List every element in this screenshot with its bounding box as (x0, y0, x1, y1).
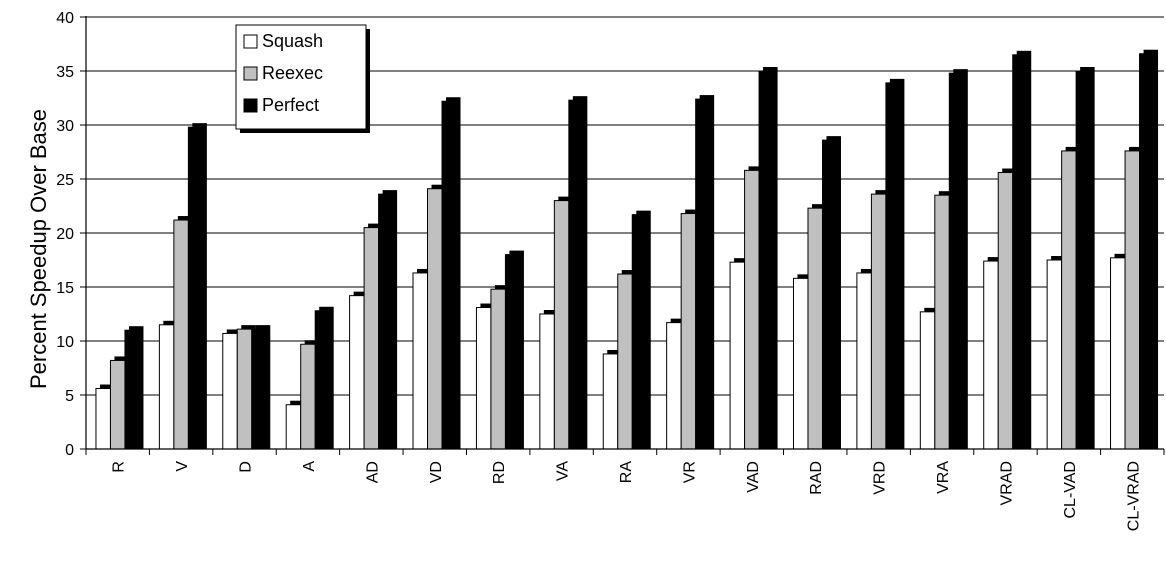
x-tick-label: A (301, 461, 318, 472)
legend-label-squash: Squash (262, 31, 323, 51)
y-tick-label: 20 (56, 226, 74, 243)
bar-perfect (1075, 70, 1092, 450)
bar-reexec (173, 219, 189, 450)
bar-perfect (821, 139, 838, 450)
bar-squash (95, 388, 111, 450)
bar-squash (983, 260, 999, 450)
bar-squash (475, 307, 492, 450)
bar-reexec (934, 194, 950, 450)
x-tick-label: D (238, 461, 255, 473)
bar-perfect (187, 126, 204, 450)
x-tick-label: CL-VRAD (1125, 461, 1142, 531)
x-tick-label: RD (491, 461, 508, 484)
bar-perfect (441, 100, 458, 450)
bar-reexec (870, 193, 887, 450)
bar-perfect (378, 193, 394, 450)
bar-perfect (1012, 54, 1028, 450)
x-tick-label: CL-VAD (1062, 461, 1079, 519)
bar-reexec (490, 288, 506, 450)
x-tick-label: VAD (745, 461, 762, 493)
x-tick-label: VA (555, 461, 572, 481)
bar-squash (666, 322, 682, 450)
bar-reexec (109, 359, 126, 450)
y-axis-title: Percent Speedup Over Base (26, 109, 51, 389)
bar-squash (412, 272, 429, 450)
y-tick-label: 25 (56, 172, 74, 189)
y-tick-label: 40 (56, 10, 74, 27)
x-tick-label: AD (364, 461, 381, 483)
bar-squash (792, 277, 809, 450)
legend-box (235, 24, 367, 130)
bar-squash (919, 311, 936, 450)
bar-perfect (1139, 53, 1155, 450)
legend-swatch-perfect (243, 98, 258, 113)
bar-squash (158, 324, 175, 450)
bar-reexec (1061, 150, 1077, 450)
bar-reexec (807, 207, 823, 450)
x-tick-label: VRAD (998, 461, 1015, 505)
bar-reexec (744, 169, 760, 450)
bar-perfect (504, 254, 521, 450)
bar-squash (1046, 259, 1063, 450)
bar-perfect (251, 328, 267, 450)
bar-perfect (885, 82, 901, 450)
x-tick-label: RA (618, 461, 635, 484)
legend: Squash Reexec Perfect (235, 24, 370, 133)
y-tick-label: 35 (56, 64, 74, 81)
bar-reexec (617, 273, 633, 450)
y-tick-label: 30 (56, 118, 74, 135)
y-tick-labels: 0 5 10 15 20 25 30 35 40 (56, 10, 74, 459)
x-tick-label: R (111, 461, 128, 473)
bar-reexec (236, 328, 253, 450)
legend-swatch-reexec (243, 66, 258, 81)
x-tick-label: VR (681, 461, 698, 483)
bar-perfect (695, 98, 711, 450)
legend-swatch-squash (243, 34, 258, 49)
bar-reexec (680, 213, 697, 450)
x-tick-label: VD (428, 461, 445, 483)
bar-squash (539, 313, 555, 450)
bar-reexec (300, 343, 316, 450)
bar-squash (729, 261, 746, 450)
bar-perfect (314, 310, 331, 450)
bar-squash (222, 332, 238, 450)
bar-reexec (997, 172, 1014, 450)
legend-label-perfect: Perfect (262, 95, 319, 115)
x-tick-labels: R V D A AD VD RD VA RA VR VAD RAD VRD VRA VRAD CL-VAD CL… (111, 461, 1143, 532)
bar-reexec (427, 188, 443, 450)
bar-reexec (1124, 150, 1141, 450)
x-tick-label: V (174, 461, 191, 472)
y-tick-label: 10 (56, 334, 74, 351)
bar-squash (602, 353, 619, 450)
legend-label-reexec: Reexec (262, 63, 323, 83)
y-tick-label: 0 (65, 442, 74, 459)
bar-perfect (568, 99, 584, 450)
x-tick-label: VRD (872, 461, 889, 495)
axes (80, 16, 1165, 455)
bar-squash (349, 295, 365, 450)
bar-squash (856, 272, 872, 450)
bar-reexec (553, 200, 570, 450)
bar-perfect (948, 72, 965, 450)
x-tick-label: RAD (808, 461, 825, 495)
bar-perfect (758, 70, 775, 450)
y-tick-label: 5 (65, 388, 74, 405)
y-tick-label: 15 (56, 280, 74, 297)
bar-perfect (124, 329, 140, 450)
x-tick-label: VRA (935, 461, 952, 494)
bar-squash (1110, 257, 1126, 450)
bar-perfect (631, 214, 648, 450)
bar-reexec (363, 227, 380, 450)
bar-squash (285, 404, 302, 450)
bars (95, 49, 1159, 450)
